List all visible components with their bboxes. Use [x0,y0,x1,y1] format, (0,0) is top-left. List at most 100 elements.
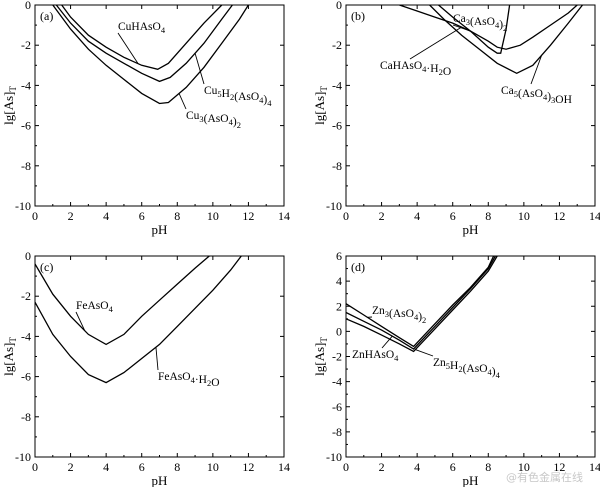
x-tick-label: 14 [278,460,290,474]
annotation-leader [530,55,543,85]
x-tick-label: 4 [414,209,420,223]
x-tick-label: 4 [103,460,109,474]
y-tick-label: -8 [21,410,31,424]
annotation-label: CaHAsO4·H2O [380,60,451,78]
annotation-leader [409,26,462,60]
x-tick-label: 2 [68,460,74,474]
x-tick-label: 4 [414,460,420,474]
series-line-1 [399,5,578,50]
y-tick-label: -4 [332,78,342,92]
y-tick-label: 4 [336,274,342,288]
y-tick-label: -6 [332,119,342,133]
x-tick-label: 10 [207,460,219,474]
x-tick-label: 12 [553,460,565,474]
watermark: @有色金属在线 [506,470,583,484]
y-tick-label: -4 [21,329,31,343]
y-tick-label: -6 [21,119,31,133]
y-tick-label: -2 [332,38,342,52]
y-tick-label: -2 [21,38,31,52]
chart-panel-b: 0 2 4 6 8 10 12 14 0 -2 -4 -6 -8 -10 pH lg[As]T (b) Ca3(A… [312,0,600,237]
x-tick-label: 6 [450,460,456,474]
y-axis-title: lg[As]T [312,337,329,376]
y-tick-label: -6 [21,370,31,384]
x-tick-label: 8 [174,209,180,223]
y-tick-label: -10 [15,199,31,213]
x-tick-label: 6 [139,460,145,474]
annotation-label: FeAsO4·H2O [158,371,220,389]
series-line-2 [346,256,496,350]
x-tick-label: 14 [589,460,600,474]
series-line-2 [55,5,233,83]
series-line-3 [346,256,498,353]
chart-panel-d: 0 2 4 6 8 10 12 14 6 4 2 0 -2 -4 -6 -8 -10 pH lg[As]T (d) Zn… [312,249,600,487]
series-line-2 [35,256,242,384]
series-line-2 [438,5,511,54]
x-tick-label: 2 [379,209,385,223]
x-tick-label: 8 [485,460,491,474]
x-tick-label: 10 [518,209,530,223]
y-tick-label: 2 [336,299,342,313]
series-line-1 [346,256,495,348]
y-tick-label: -8 [332,159,342,173]
series-line-3 [429,5,584,75]
x-tick-label: 14 [589,209,600,223]
x-tick-label: 12 [242,460,254,474]
annotation-label: Ca3(AsO4)2 [453,13,507,33]
x-tick-label: 10 [207,209,219,223]
x-tick-label: 6 [450,209,456,223]
x-tick-label: 6 [139,209,145,223]
annotation-label: Zn5H2(AsO4)4 [433,357,501,380]
plot-frame [34,4,285,207]
x-tick-label: 10 [518,460,530,474]
x-axis-title: pH [463,473,479,487]
plot-frame [34,255,285,458]
y-tick-label: -10 [15,450,31,464]
series-line-1 [61,5,223,70]
y-tick-label: -4 [21,78,31,92]
y-tick-label: 0 [25,0,31,12]
x-tick-label: 0 [32,209,38,223]
annotation-label: Ca5(AsO4)3OH [501,85,572,106]
x-tick-label: 8 [485,209,491,223]
x-axis-title: pH [152,222,168,237]
x-tick-label: 12 [242,209,254,223]
panel-label: (b) [351,9,365,23]
chart-panel-a: 0 2 4 6 8 10 12 14 0 -2 -4 -6 -8 -10 pH lg[As]T (a) CuHAs… [1,0,290,237]
y-tick-label: -8 [332,425,342,439]
panel-label: (a) [40,9,53,23]
annotation-label: CuHAsO4 [118,21,166,35]
chart-panel-c: 0 2 4 6 8 10 12 14 0 -2 -4 -6 -8 -10 pH lg[As]T (c) FeAsO… [1,249,290,487]
annotation-leader [452,24,471,32]
annotation-leader [381,335,393,349]
x-tick-label: 2 [379,460,385,474]
annotation-label: Cu5H2(AsO4)4 [204,85,272,108]
x-tick-label: 0 [343,209,349,223]
x-axis-title: pH [463,222,479,237]
y-tick-label: -2 [332,350,342,364]
y-tick-label: -4 [332,375,342,389]
y-tick-label: 6 [336,249,342,263]
y-tick-label: -10 [326,199,342,213]
annotation-label: Cu3(AsO4)2 [186,110,241,130]
x-tick-label: 0 [32,460,38,474]
annotation-leader [155,347,159,371]
x-tick-label: 12 [553,209,565,223]
x-tick-label: 0 [343,460,349,474]
annotation-leader [194,53,205,85]
y-axis-title: lg[As]T [1,86,18,125]
y-axis-title: lg[As]T [1,337,18,376]
x-axis-title: pH [152,473,168,487]
y-tick-label: -6 [332,400,342,414]
y-tick-label: -10 [326,450,342,464]
annotation-leader [415,349,434,357]
annotation-label: FeAsO4 [76,300,114,314]
annotation-label: Zn3(AsO4)2 [372,305,426,325]
y-tick-label: -8 [21,159,31,173]
y-tick-label: 0 [336,324,342,338]
x-tick-label: 14 [278,209,290,223]
series-line-3 [52,5,249,105]
series-line-1 [35,256,210,346]
annotation-leader [75,311,86,331]
panel-label: (c) [40,260,53,274]
panel-label: (d) [351,260,365,274]
